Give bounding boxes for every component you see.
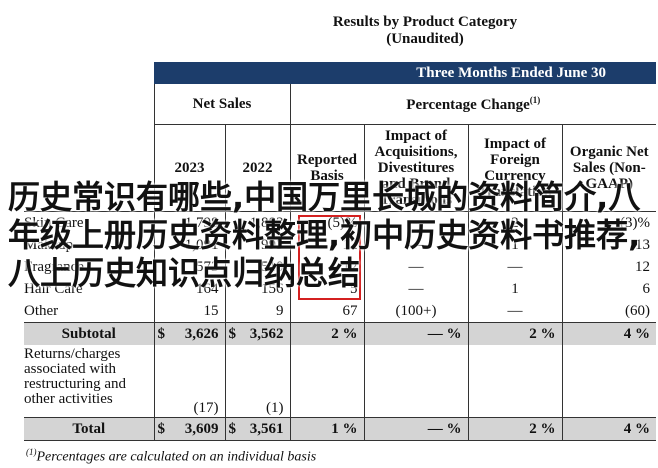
col-organic-net-sales: Organic Net Sales (Non-GAAP) [561,124,657,212]
table-row: Makeup 1,091 993 12 — 1 13 [24,234,657,256]
period-banner: Three Months Ended June 30 [154,62,657,84]
col-impact-currency: Impact of Foreign Currency Translation [467,124,562,212]
table-row: Hair Care 164 156 5 — 1 6 [24,278,657,300]
net-sales-header: Net Sales [153,84,290,125]
col-reported-basis: Reported Basis [289,124,364,212]
table-row: Fragrance 573 510 12 — — 12 [24,256,657,278]
highlight-box [298,215,361,300]
report-title: Results by Product Category [332,14,518,30]
results-table: Three Months Ended June 30 Net Sales Per… [24,62,657,441]
col-impact-acquisitions: Impact of Acquisitions, Divestitures and… [363,124,468,212]
table-row: Skin Care 1,798 1,883 (5)% — 2 (3)% [24,211,657,234]
total-row: Total $3,609 $3,561 1 % — % 2 % 4 % [24,417,657,441]
report-subtitle: (Unaudited) [386,31,464,47]
subtotal-row: Subtotal $3,626 $3,562 2 % — % 2 % 4 % [24,322,657,345]
returns-row: Returns/charges associated with restruct… [24,345,657,418]
footnote: (1)Percentages are calculated on an indi… [26,447,317,465]
percentage-change-header: Percentage Change(1) [289,84,657,125]
col-2023: 2023 [153,124,225,212]
col-2022: 2022 [224,124,290,212]
table-row: Other 15 9 67 (100+) — (60) [24,300,657,323]
